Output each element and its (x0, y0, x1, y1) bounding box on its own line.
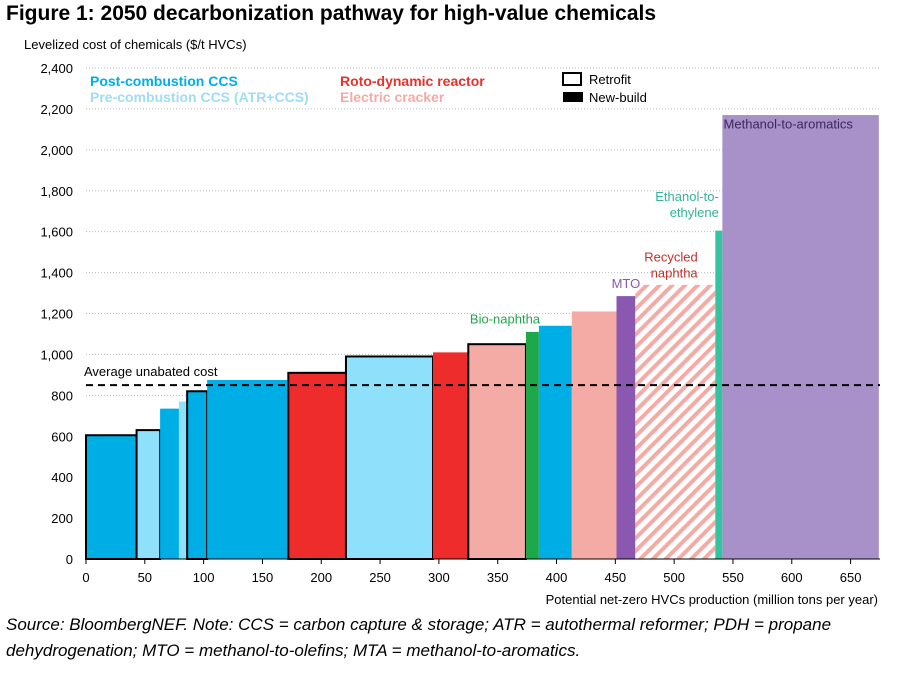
cost-bar-post_ccs (207, 379, 289, 559)
annotation-label: Methanol-to-aromatics (724, 116, 854, 131)
annotation-label: Bio-naphtha (470, 312, 541, 327)
annotation-line: ethylene (670, 205, 719, 220)
y-tick-label: 0 (66, 552, 73, 567)
x-tick-label: 250 (369, 570, 391, 585)
annotation-line: MTO (612, 276, 641, 291)
x-axis-title: Potential net-zero HVCs production (mill… (546, 592, 878, 607)
cost-bar-post_ccs (538, 325, 572, 559)
cost-bar-bio (525, 331, 539, 559)
x-tick-label: 500 (663, 570, 685, 585)
reference-line: Average unabated cost (84, 364, 880, 387)
annotation-line: naphtha (651, 265, 699, 280)
y-tick-label: 2,400 (40, 61, 73, 76)
y-tick-label: 1,200 (40, 307, 73, 322)
y-tick-label: 400 (51, 470, 73, 485)
legend-plant-label: New-build (589, 90, 647, 105)
legend-plant-label: Retrofit (589, 72, 631, 87)
cost-bar-post_ccs (186, 390, 209, 560)
y-tick-label: 800 (51, 388, 73, 403)
x-tick-label: 150 (252, 570, 274, 585)
annotation-label: Recycled naphtha (644, 249, 698, 280)
x-tick-label: 650 (840, 570, 862, 585)
legend-retrofit-swatch (562, 72, 582, 86)
source-note: Source: BloombergNEF. Note: CCS = carbon… (6, 615, 832, 660)
cost-bar-pre_ccs (344, 355, 435, 560)
y-tick-label: 1,600 (40, 225, 73, 240)
cost-bar-recycled (635, 284, 716, 559)
annotation-line: Ethanol-to- (655, 189, 719, 204)
x-tick-label: 50 (138, 570, 152, 585)
x-tick-label: 550 (722, 570, 744, 585)
annotation-label: MTO (612, 276, 641, 291)
annotation-line: Bio-naphtha (470, 312, 541, 327)
y-tick-label: 1,400 (40, 266, 73, 281)
cost-bar-pre_ccs (178, 401, 188, 559)
annotation-line: Methanol-to-aromatics (724, 116, 854, 131)
y-tick-label: 1,800 (40, 184, 73, 199)
average-cost-label: Average unabated cost (84, 364, 218, 379)
cost-bar-post_ccs (85, 434, 138, 560)
cost-bar-electric (467, 343, 527, 560)
legend-tech-label: Electric cracker (340, 89, 445, 105)
x-tick-label: 300 (428, 570, 450, 585)
y-axis-title: Levelized cost of chemicals ($/t HVCs) (24, 37, 247, 52)
legend-newbuild-swatch (563, 92, 583, 102)
legend-tech-label: Post-combustion CCS (90, 73, 238, 89)
legend-tech-label: Roto-dynamic reactor (340, 73, 485, 89)
cost-bar-roto (287, 371, 347, 560)
cost-bar-mto (616, 296, 636, 559)
x-tick-label: 100 (193, 570, 215, 585)
cost-bar-roto (433, 352, 469, 559)
x-tick-label: 400 (546, 570, 568, 585)
x-tick-label: 600 (781, 570, 803, 585)
y-tick-label: 600 (51, 429, 73, 444)
y-tick-label: 2,000 (40, 143, 73, 158)
x-tick-label: 450 (604, 570, 626, 585)
x-tick-label: 0 (82, 570, 89, 585)
y-tick-label: 2,200 (40, 102, 73, 117)
cost-bar-mta (722, 115, 879, 559)
cost-bar-electric (571, 311, 617, 559)
cost-bar-post_ccs (160, 408, 179, 559)
cost-bar-ethanol (715, 230, 723, 560)
x-tick-label: 350 (487, 570, 509, 585)
cost-bar-pre_ccs (135, 429, 162, 560)
y-tick-label: 200 (51, 511, 73, 526)
annotation-line: Recycled (644, 249, 697, 264)
x-tick-label: 200 (310, 570, 332, 585)
bars (85, 115, 879, 560)
annotation-label: Ethanol-to-ethylene (655, 189, 719, 220)
y-tick-label: 1,000 (40, 347, 73, 362)
cost-curve-chart: Average unabated cost 0 200 400 600 800 1,000… (24, 37, 880, 607)
legend-tech-label: Pre-combustion CCS (ATR+CCS) (90, 89, 309, 105)
axes: 0 200 400 600 800 1,000 1,200 1,400 1,600 1,800 2,… (24, 37, 880, 607)
figure-title: Figure 1: 2050 decarbonization pathway f… (6, 2, 657, 25)
